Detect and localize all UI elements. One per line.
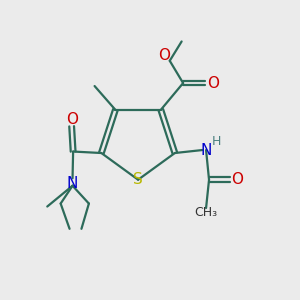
Text: N: N (67, 176, 78, 191)
Text: O: O (207, 76, 219, 91)
Text: O: O (158, 48, 170, 63)
Text: S: S (133, 172, 143, 187)
Text: O: O (66, 112, 78, 127)
Text: N: N (200, 142, 212, 158)
Text: O: O (231, 172, 243, 187)
Text: H: H (212, 135, 221, 148)
Text: CH₃: CH₃ (194, 206, 218, 219)
